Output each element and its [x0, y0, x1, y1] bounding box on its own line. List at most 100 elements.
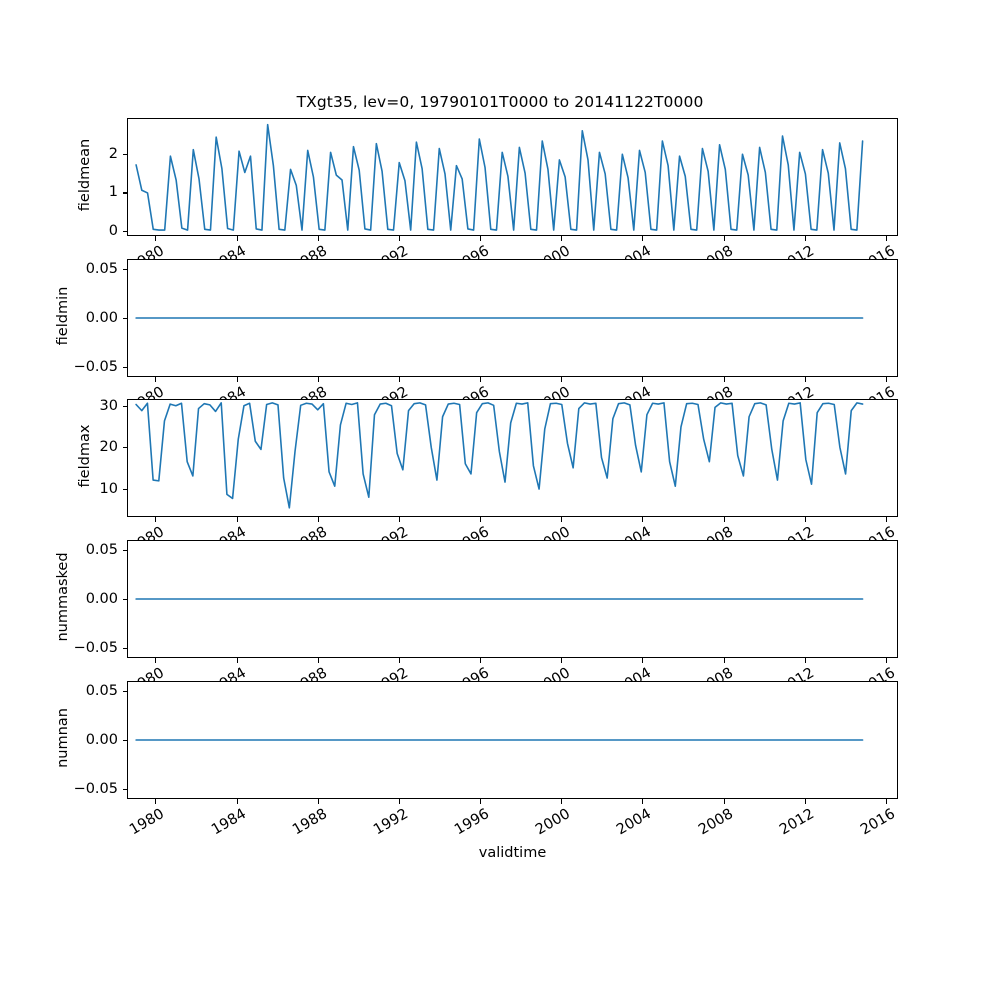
y-tick-label: 0 [108, 222, 118, 239]
y-tick-label: −0.05 [73, 639, 118, 656]
fieldmin-plot-area [135, 317, 864, 319]
x-tick-label: 1988 [289, 806, 330, 839]
x-tick-mark [317, 236, 319, 241]
x-tick-mark [480, 377, 482, 382]
y-tick-label: −0.05 [73, 780, 118, 797]
y-tick-label: 10 [99, 480, 118, 497]
x-tick-mark [398, 799, 400, 804]
y-axis-label-fieldmin: fieldmin [55, 286, 71, 346]
x-tick-label: 2008 [695, 806, 736, 839]
x-tick-mark [398, 377, 400, 382]
numnan-plot-area [135, 739, 864, 741]
x-tick-mark [642, 517, 644, 522]
x-tick-mark [723, 799, 725, 804]
x-tick-mark [236, 658, 238, 663]
y-tick-mark [122, 788, 127, 790]
x-tick-mark [480, 799, 482, 804]
y-tick-label: 2 [108, 145, 118, 162]
x-tick-mark [642, 236, 644, 241]
y-tick-mark [122, 488, 127, 490]
subplot-fieldmin [127, 259, 898, 377]
subplot-numnan [127, 681, 898, 799]
x-tick-mark [723, 377, 725, 382]
x-tick-mark [642, 799, 644, 804]
x-tick-mark [885, 517, 887, 522]
figure-title: TXgt35, lev=0, 19790101T0000 to 20141122… [296, 93, 704, 111]
subplot-fieldmax [127, 399, 898, 517]
x-tick-mark [885, 658, 887, 663]
x-tick-label: 2000 [533, 806, 574, 839]
x-tick-mark [885, 799, 887, 804]
x-tick-mark [723, 658, 725, 663]
x-tick-mark [155, 658, 157, 663]
x-tick-mark [398, 517, 400, 522]
x-tick-mark [723, 517, 725, 522]
x-tick-label: 1984 [208, 806, 249, 839]
x-tick-mark [155, 236, 157, 241]
x-tick-mark [561, 517, 563, 522]
x-tick-label: 2004 [614, 806, 655, 839]
x-tick-mark [723, 236, 725, 241]
y-tick-label: 1 [108, 184, 118, 201]
fieldmax-plot-area [135, 402, 864, 509]
x-tick-mark [236, 799, 238, 804]
x-tick-mark [317, 799, 319, 804]
x-tick-label: 1980 [127, 806, 168, 839]
y-axis-label-fieldmean: fieldmean [77, 138, 93, 212]
x-tick-mark [480, 236, 482, 241]
x-tick-mark [561, 377, 563, 382]
x-tick-mark [317, 658, 319, 663]
x-tick-label: 1992 [370, 806, 411, 839]
y-tick-mark [122, 599, 127, 601]
y-tick-mark [122, 740, 127, 742]
x-tick-mark [317, 517, 319, 522]
x-tick-mark [155, 517, 157, 522]
x-tick-mark [642, 658, 644, 663]
x-tick-mark [236, 236, 238, 241]
y-tick-label: 0.00 [85, 732, 118, 748]
nummasked-plot-area [135, 598, 864, 600]
x-tick-mark [804, 377, 806, 382]
x-tick-mark [155, 377, 157, 382]
y-tick-mark [122, 192, 127, 194]
y-tick-mark [122, 269, 127, 271]
x-tick-mark [155, 799, 157, 804]
x-tick-mark [236, 377, 238, 382]
y-tick-mark [122, 647, 127, 649]
x-tick-mark [480, 517, 482, 522]
y-tick-mark [122, 691, 127, 693]
x-axis-label: validtime [478, 845, 547, 861]
x-tick-mark [804, 517, 806, 522]
series-line-fieldmax [135, 402, 864, 509]
x-tick-mark [804, 799, 806, 804]
fieldmean-plot-area [135, 123, 864, 231]
x-tick-mark [561, 799, 563, 804]
x-tick-mark [236, 517, 238, 522]
x-tick-mark [561, 658, 563, 663]
x-tick-mark [398, 658, 400, 663]
y-axis-label-numnan: numnan [55, 708, 71, 768]
y-tick-label: 0.05 [85, 683, 118, 700]
y-tick-mark [122, 447, 127, 449]
y-axis-label-fieldmax: fieldmax [77, 424, 93, 488]
x-tick-mark [804, 236, 806, 241]
x-tick-mark [398, 236, 400, 241]
y-tick-label: 20 [99, 439, 118, 456]
y-tick-mark [122, 318, 127, 320]
y-tick-mark [122, 550, 127, 552]
y-tick-mark [122, 153, 127, 155]
series-line-fieldmean [135, 123, 864, 231]
x-tick-mark [804, 658, 806, 663]
x-tick-mark [317, 377, 319, 382]
y-tick-label: 0.00 [85, 310, 118, 326]
y-tick-label: 0.05 [85, 542, 118, 559]
x-tick-label: 2012 [776, 806, 817, 839]
x-tick-mark [561, 236, 563, 241]
y-tick-label: −0.05 [73, 358, 118, 375]
y-tick-label: 0.05 [85, 261, 118, 278]
x-tick-label: 1996 [452, 806, 493, 839]
x-tick-label: 2016 [857, 806, 898, 839]
x-tick-mark [642, 377, 644, 382]
subplot-fieldmean [127, 118, 898, 236]
